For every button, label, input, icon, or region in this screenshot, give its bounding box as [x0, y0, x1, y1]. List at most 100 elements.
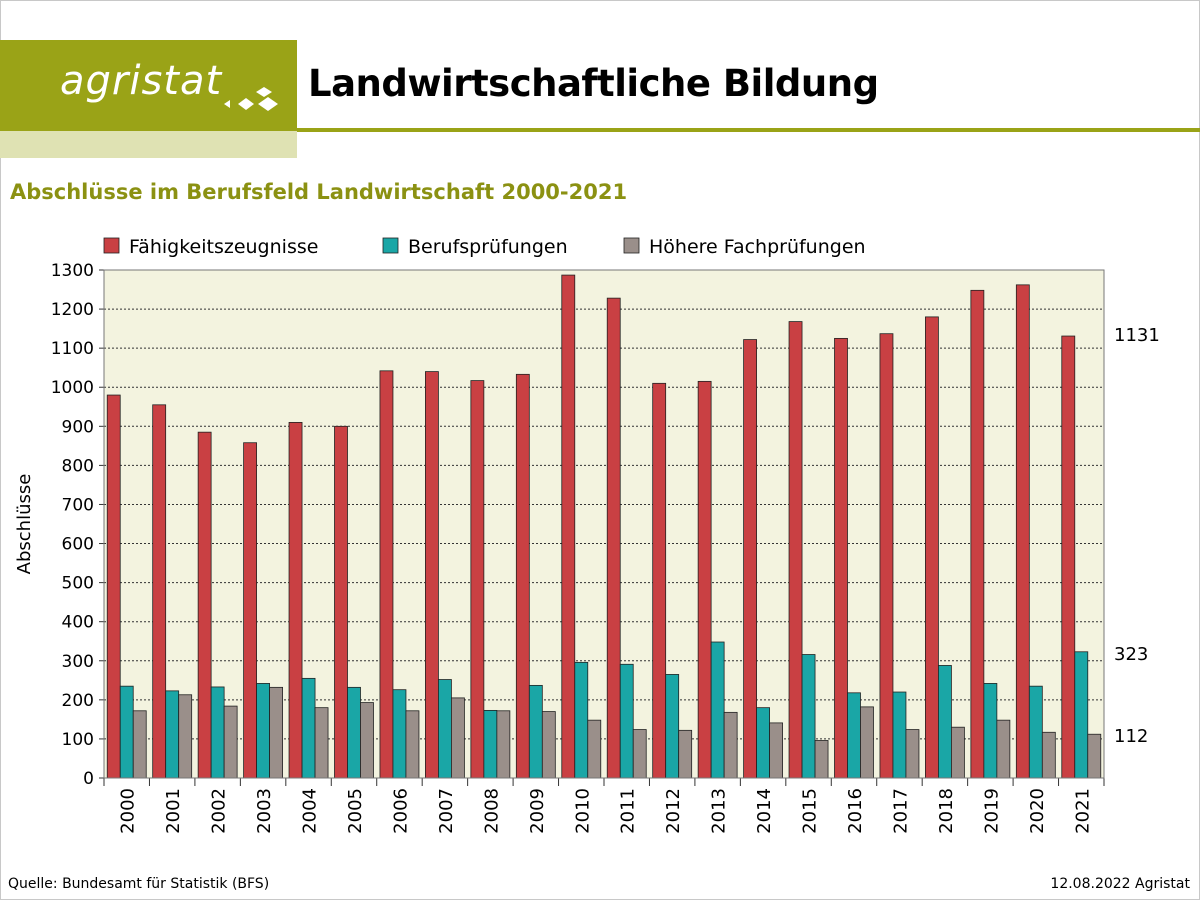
bar-h-here-fachpr-fungen-2014: [769, 722, 783, 779]
end-value-label: 323: [1114, 644, 1148, 665]
bar-h-here-fachpr-fungen-2012: [678, 729, 693, 779]
bar-berufspr-fungen-2015: [801, 654, 816, 779]
bar-f-higkeitszeugnisse-2000: [106, 394, 121, 779]
legend-label: Berufsprüfungen: [408, 236, 568, 258]
y-tick-label: 400: [62, 613, 94, 633]
bar-h-here-fachpr-fungen-2010: [587, 719, 602, 779]
bar-berufspr-fungen-2016: [847, 692, 861, 779]
bar-berufspr-fungen-2007: [438, 679, 452, 779]
x-tick-label: 2018: [936, 788, 957, 834]
bar-f-higkeitszeugnisse-2013: [697, 380, 712, 779]
x-tick-label: 2008: [481, 788, 502, 834]
x-tick-label: 2005: [345, 788, 366, 834]
header-rule: [297, 128, 1200, 132]
legend-label: Fähigkeitszeugnisse: [129, 236, 318, 258]
x-tick-label: 2016: [845, 788, 866, 834]
y-tick-label: 100: [62, 730, 94, 750]
bar-berufspr-fungen-2012: [665, 674, 680, 779]
x-tick-label: 2000: [118, 788, 139, 834]
bar-berufspr-fungen-2013: [710, 641, 725, 779]
bar-h-here-fachpr-fungen-2013: [723, 711, 738, 779]
bar-berufspr-fungen-2000: [119, 685, 134, 779]
logo-diamond-icon: [224, 87, 278, 111]
bar-h-here-fachpr-fungen-2016: [860, 706, 874, 779]
x-tick-label: 2021: [1072, 788, 1093, 834]
agristat-logo: agristat: [60, 58, 223, 104]
bar-h-here-fachpr-fungen-2008: [496, 710, 511, 779]
x-tick-label: 2020: [1027, 788, 1048, 834]
x-tick-label: 2007: [436, 788, 457, 834]
bar-f-higkeitszeugnisse-2011: [606, 297, 621, 779]
x-tick-label: 2010: [572, 788, 593, 834]
x-tick-label: 2019: [981, 788, 1002, 834]
bar-berufspr-fungen-2020: [1028, 685, 1043, 779]
source-note: Quelle: Bundesamt für Statistik (BFS): [8, 876, 270, 892]
x-tick-label: 2002: [209, 788, 230, 834]
bar-h-here-fachpr-fungen-2018: [951, 726, 965, 779]
bar-f-higkeitszeugnisse-2004: [288, 421, 303, 779]
y-tick-label: 500: [62, 574, 94, 594]
bar-berufspr-fungen-2004: [301, 677, 316, 779]
bar-h-here-fachpr-fungen-2004: [314, 707, 329, 779]
bar-f-higkeitszeugnisse-2018: [925, 316, 939, 779]
bar-h-here-fachpr-fungen-2005: [360, 702, 374, 779]
bar-berufspr-fungen-2001: [165, 690, 180, 779]
bar-f-higkeitszeugnisse-2008: [470, 380, 485, 779]
y-tick-label: 1000: [51, 378, 94, 398]
y-tick-label: 1100: [51, 339, 94, 359]
x-tick-label: 2015: [800, 788, 821, 834]
bar-f-higkeitszeugnisse-2016: [834, 337, 848, 779]
bar-f-higkeitszeugnisse-2003: [243, 442, 257, 779]
bar-berufspr-fungen-2003: [256, 683, 270, 779]
y-tick-label: 1200: [51, 300, 94, 320]
bar-berufspr-fungen-2002: [210, 686, 225, 779]
end-value-label: 112: [1114, 726, 1148, 747]
x-tick-label: 2013: [709, 788, 730, 834]
bar-f-higkeitszeugnisse-2002: [197, 431, 212, 779]
bar-h-here-fachpr-fungen-2017: [905, 729, 920, 779]
x-tick-label: 2017: [890, 788, 911, 834]
bar-berufspr-fungen-2018: [938, 665, 952, 779]
bar-f-higkeitszeugnisse-2010: [561, 274, 576, 779]
bar-h-here-fachpr-fungen-2003: [269, 686, 283, 779]
y-tick-label: 700: [62, 495, 94, 515]
bar-berufspr-fungen-2009: [528, 684, 543, 779]
plot-border: [103, 269, 1105, 779]
x-tick-label: 2001: [163, 788, 184, 834]
y-axis-title: Abschlüsse: [14, 474, 35, 575]
bar-berufspr-fungen-2014: [756, 707, 770, 779]
logo-band-lower: [0, 131, 297, 158]
y-tick-label: 200: [62, 691, 94, 711]
legend-label: Höhere Fachprüfungen: [649, 236, 866, 258]
y-tick-label: 1300: [51, 261, 94, 281]
bar-f-higkeitszeugnisse-2021: [1061, 335, 1076, 779]
bar-h-here-fachpr-fungen-2015: [814, 740, 829, 779]
bar-berufspr-fungen-2006: [392, 689, 407, 779]
y-tick-label: 0: [83, 769, 94, 789]
bar-berufspr-fungen-2019: [983, 683, 998, 779]
bar-h-here-fachpr-fungen-2007: [451, 697, 465, 779]
bar-f-higkeitszeugnisse-2014: [743, 339, 757, 779]
bar-f-higkeitszeugnisse-2001: [152, 404, 167, 779]
bar-f-higkeitszeugnisse-2017: [879, 333, 894, 779]
bar-h-here-fachpr-fungen-2020: [1041, 731, 1056, 779]
bar-h-here-fachpr-fungen-2000: [132, 710, 147, 779]
bar-f-higkeitszeugnisse-2012: [652, 382, 667, 779]
y-tick-label: 900: [62, 417, 94, 437]
bar-berufspr-fungen-2010: [574, 661, 589, 779]
y-tick-label: 600: [62, 535, 94, 555]
y-tick-label: 300: [62, 652, 94, 672]
bar-berufspr-fungen-2011: [619, 663, 634, 779]
bar-h-here-fachpr-fungen-2019: [996, 719, 1011, 779]
legend-swatch: [623, 237, 640, 254]
bar-berufspr-fungen-2008: [483, 709, 498, 779]
x-tick-label: 2006: [390, 788, 411, 834]
bar-berufspr-fungen-2005: [347, 686, 361, 779]
x-tick-label: 2003: [254, 788, 275, 834]
bar-h-here-fachpr-fungen-2009: [541, 711, 556, 779]
logo-band: [0, 40, 297, 131]
x-tick-label: 2004: [300, 788, 321, 834]
page-title: Landwirtschaftliche Bildung: [308, 62, 879, 105]
bar-h-here-fachpr-fungen-2021: [1087, 733, 1102, 779]
legend-swatch: [382, 237, 399, 254]
